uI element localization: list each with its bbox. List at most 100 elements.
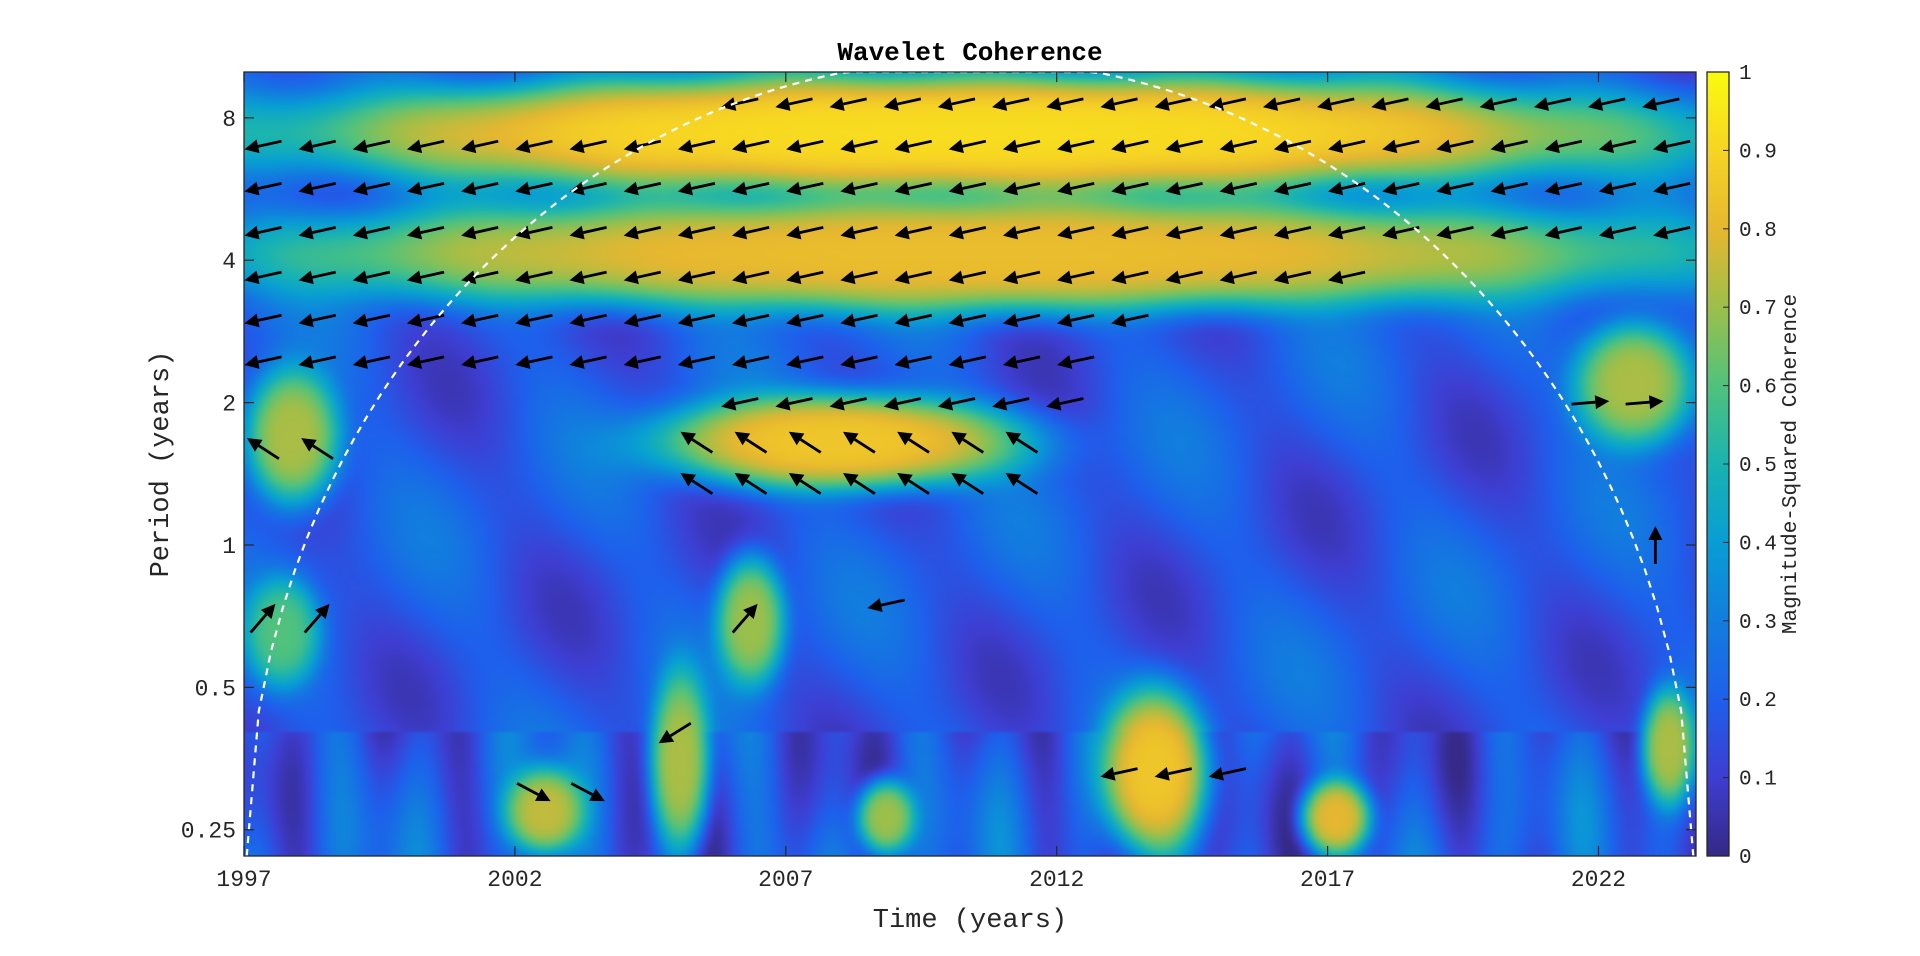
phase-arrow: [1002, 270, 1041, 285]
phase-arrow: [1490, 225, 1528, 240]
phase-arrow: [992, 396, 1030, 411]
phase-arrow: [352, 313, 391, 328]
colorbar-gradient: [1707, 72, 1729, 856]
phase-arrow: [1057, 139, 1095, 154]
coherence-heatmap: [244, 72, 1696, 856]
colorbar-tick-label: 0.8: [1739, 220, 1777, 243]
y-tick-label: 0.25: [181, 819, 236, 845]
phase-arrow: [1219, 225, 1258, 240]
phase-arrow: [1057, 181, 1095, 196]
phase-arrow: [894, 313, 932, 328]
phase-arrow: [786, 225, 824, 240]
phase-arrow: [406, 355, 445, 369]
phase-arrow: [515, 355, 553, 369]
phase-arrow: [677, 139, 716, 154]
phase-arrow: [1273, 181, 1312, 196]
phase-arrow: [1273, 270, 1312, 285]
phase-arrow: [298, 355, 336, 369]
phase-arrow: [249, 603, 276, 634]
x-tick-label: 1997: [216, 867, 271, 893]
phase-arrow: [788, 431, 822, 454]
phase-arrow: [1002, 225, 1041, 240]
phase-arrow: [244, 270, 282, 285]
phase-arrow: [461, 181, 499, 196]
phase-arrow: [732, 181, 770, 196]
y-axis-title: Period (years): [147, 351, 177, 578]
phase-arrow: [1154, 97, 1193, 111]
phase-arrow: [352, 355, 391, 369]
phase-arrow: [461, 355, 499, 369]
phase-arrow: [515, 313, 553, 328]
phase-arrow: [406, 270, 445, 285]
phase-arrow: [1588, 97, 1626, 111]
phase-arrow: [1533, 97, 1572, 111]
phase-arrow: [894, 270, 932, 285]
phase-arrow: [406, 225, 445, 240]
phase-arrow: [788, 473, 822, 495]
phase-arrow: [244, 313, 282, 328]
phase-arrow: [1002, 313, 1041, 328]
y-tick-label: 8: [222, 107, 236, 133]
chart-title: Wavelet Coherence: [837, 38, 1102, 68]
phase-arrow: [623, 270, 662, 285]
phase-arrow: [680, 473, 714, 495]
phase-arrow: [840, 270, 878, 285]
colorbar-tick-label: 0.6: [1739, 377, 1777, 400]
phase-arrow: [775, 97, 813, 111]
x-tick-label: 2017: [1300, 867, 1355, 893]
phase-arrow: [842, 473, 876, 495]
phase-arrow: [1005, 431, 1039, 454]
phase-arrow: [948, 225, 987, 240]
phase-arrow: [244, 225, 282, 240]
phase-arrow: [1544, 225, 1583, 240]
phase-arrow: [721, 97, 759, 111]
phase-arrow: [623, 181, 662, 196]
colorbar-axis: 0 0.1 0.2 0.3 0.4 0.5 0.6 0.7 0.8 0.9 1: [1723, 63, 1777, 870]
x-tick-label: 2012: [1029, 867, 1084, 893]
phase-arrow: [840, 355, 878, 369]
phase-arrow: [1057, 225, 1095, 240]
phase-arrow: [298, 181, 336, 196]
phase-arrow: [948, 270, 987, 285]
phase-arrow: [1002, 181, 1041, 196]
phase-arrow: [303, 603, 330, 634]
phase-arrow: [1262, 97, 1301, 111]
colorbar-tick-label: 0.7: [1739, 298, 1777, 321]
colorbar-tick-label: 0.2: [1739, 690, 1777, 713]
x-axis-title: Time (years): [873, 906, 1067, 936]
phase-arrow: [732, 270, 770, 285]
phase-arrow: [894, 225, 932, 240]
phase-arrow: [1111, 225, 1149, 240]
phase-arrow: [1436, 225, 1474, 240]
phase-arrow: [352, 225, 391, 240]
phase-arrow: [1371, 97, 1409, 111]
colorbar-tick-label: 0: [1739, 847, 1752, 870]
phase-arrow: [570, 782, 605, 802]
phase-arrow: [829, 396, 867, 411]
phase-arrow: [948, 355, 987, 369]
phase-arrow: [1327, 270, 1366, 285]
phase-arrow: [840, 139, 878, 154]
phase-arrow: [1057, 270, 1095, 285]
phase-arrow: [1273, 225, 1312, 240]
phase-arrow: [829, 97, 867, 111]
phase-arrow: [786, 313, 824, 328]
colorbar-tick-label: 0.5: [1739, 455, 1777, 478]
phase-arrow: [461, 139, 499, 154]
phase-arrow: [1425, 97, 1463, 111]
phase-arrow: [1219, 139, 1258, 154]
phase-arrow: [1165, 270, 1203, 285]
phase-arrow: [786, 181, 824, 196]
phase-arrow: [515, 139, 553, 154]
phase-arrow: [721, 396, 759, 411]
phase-arrow: [1327, 225, 1366, 240]
phase-arrow: [1057, 313, 1095, 328]
phase-arrow: [1100, 766, 1138, 781]
phase-arrow: [406, 139, 445, 154]
phase-arrow: [677, 181, 716, 196]
phase-arrow: [569, 355, 607, 369]
phase-arrow: [731, 603, 758, 634]
phase-arrow: [569, 139, 607, 154]
x-tick-label: 2007: [758, 867, 813, 893]
phase-arrow: [786, 270, 824, 285]
